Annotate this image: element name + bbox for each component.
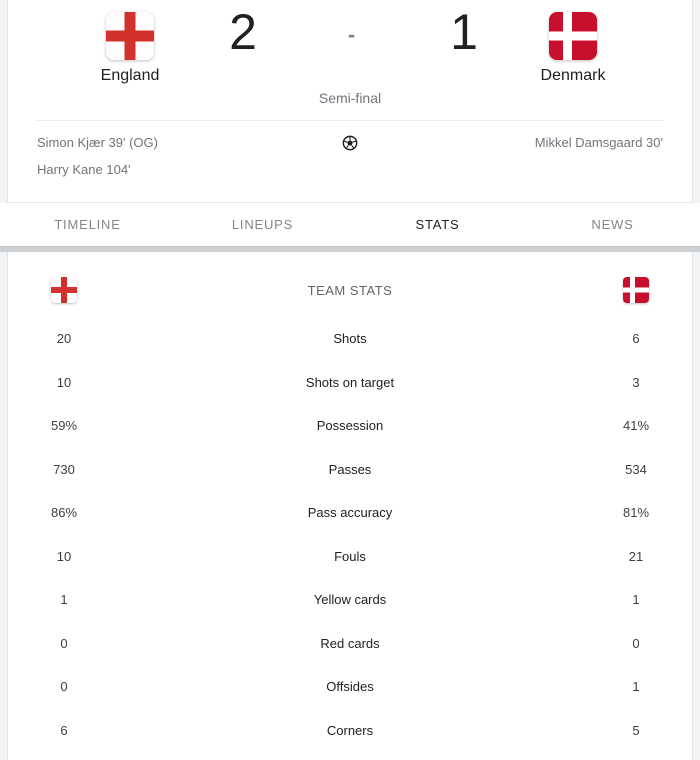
away-team-name: Denmark xyxy=(540,67,606,84)
denmark-flag-icon xyxy=(549,12,597,60)
tab-stats[interactable]: STATS xyxy=(415,217,460,232)
stats-header-row: TEAM STATS xyxy=(8,277,692,303)
home-stat-value: 10 xyxy=(56,548,72,564)
home-stat-value: 20 xyxy=(56,331,72,347)
stat-row-corners: 6 Corners 5 xyxy=(8,709,692,753)
stat-label: Shots xyxy=(333,331,367,347)
tab-bar: TIMELINE LINEUPS STATS NEWS xyxy=(0,203,700,246)
match-header-card: England 2 - 1 Denmark Semi-final Simon K… xyxy=(7,0,693,203)
stat-row-red-cards: 0 Red cards 0 xyxy=(8,622,692,666)
home-stat-value: 59% xyxy=(50,418,78,434)
stat-row-offsides: 0 Offsides 1 xyxy=(8,665,692,709)
home-stat-value: 1 xyxy=(60,592,68,608)
away-stat-value: 1 xyxy=(632,592,640,608)
tab-news[interactable]: NEWS xyxy=(591,217,634,232)
stat-label: Red cards xyxy=(320,635,380,651)
away-scorers: Mikkel Damsgaard 30' xyxy=(370,129,663,183)
stat-row-yellow-cards: 1 Yellow cards 1 xyxy=(8,578,692,622)
score-separator: - xyxy=(347,22,356,47)
away-stat-value: 1 xyxy=(632,679,640,695)
match-stage: Semi-final xyxy=(318,90,382,106)
score-strip: England 2 - 1 Denmark xyxy=(8,0,692,88)
stat-row-pass-accuracy: 86% Pass accuracy 81% xyxy=(8,491,692,535)
stats-title: TEAM STATS xyxy=(307,282,393,298)
home-team-name: England xyxy=(100,67,160,84)
team-stats-card: TEAM STATS 20 Shots 6 10 Shots on target… xyxy=(7,252,693,760)
away-stat-value: 0 xyxy=(632,635,640,651)
home-scorers: Simon Kjær 39' (OG) Harry Kane 104' xyxy=(37,129,330,183)
away-stat-value: 6 xyxy=(632,331,640,347)
soccer-ball-icon xyxy=(330,129,370,183)
home-stat-value: 730 xyxy=(53,461,75,477)
stat-row-possession: 59% Possession 41% xyxy=(8,404,692,448)
away-scorer-line: Mikkel Damsgaard 30' xyxy=(534,135,663,150)
away-stat-value: 81% xyxy=(622,505,650,521)
stat-label: Yellow cards xyxy=(313,592,387,608)
tab-timeline[interactable]: TIMELINE xyxy=(54,217,121,232)
home-scorer-line: Simon Kjær 39' (OG) xyxy=(37,135,158,150)
stat-label: Shots on target xyxy=(305,374,395,390)
stat-label: Offsides xyxy=(326,679,374,695)
home-stat-value: 0 xyxy=(60,635,68,651)
away-stat-value: 5 xyxy=(632,722,640,738)
away-score: 1 xyxy=(450,4,478,60)
stat-label: Passes xyxy=(328,461,372,477)
stat-label: Pass accuracy xyxy=(307,505,393,521)
denmark-flag-icon xyxy=(623,277,649,303)
stat-row-passes: 730 Passes 534 xyxy=(8,448,692,492)
stat-row-fouls: 10 Fouls 21 xyxy=(8,535,692,579)
home-stat-value: 10 xyxy=(56,374,72,390)
england-flag-icon xyxy=(51,277,77,303)
stat-label: Corners xyxy=(326,722,374,738)
stat-row-shots-on-target: 10 Shots on target 3 xyxy=(8,361,692,405)
home-team-block: England xyxy=(71,12,189,85)
home-stat-value: 0 xyxy=(60,679,68,695)
away-stat-value: 41% xyxy=(622,418,650,434)
tab-lineups[interactable]: LINEUPS xyxy=(231,217,294,232)
away-stat-value: 3 xyxy=(632,374,640,390)
away-stat-value: 21 xyxy=(628,548,644,564)
home-stat-value: 86% xyxy=(50,505,78,521)
home-stat-value: 6 xyxy=(60,722,68,738)
away-stat-value: 534 xyxy=(625,461,647,477)
tab-bar-shadow xyxy=(0,246,700,252)
scorers-section: Simon Kjær 39' (OG) Harry Kane 104' Mikk… xyxy=(8,121,692,183)
home-scorer-line: Harry Kane 104' xyxy=(37,162,131,177)
england-flag-icon xyxy=(106,12,154,60)
header-divider xyxy=(36,120,664,121)
stat-row-shots: 20 Shots 6 xyxy=(8,317,692,361)
stat-label: Possession xyxy=(316,418,384,434)
stat-label: Fouls xyxy=(334,548,366,564)
away-team-block: Denmark xyxy=(514,12,632,85)
home-score: 2 xyxy=(229,4,257,60)
